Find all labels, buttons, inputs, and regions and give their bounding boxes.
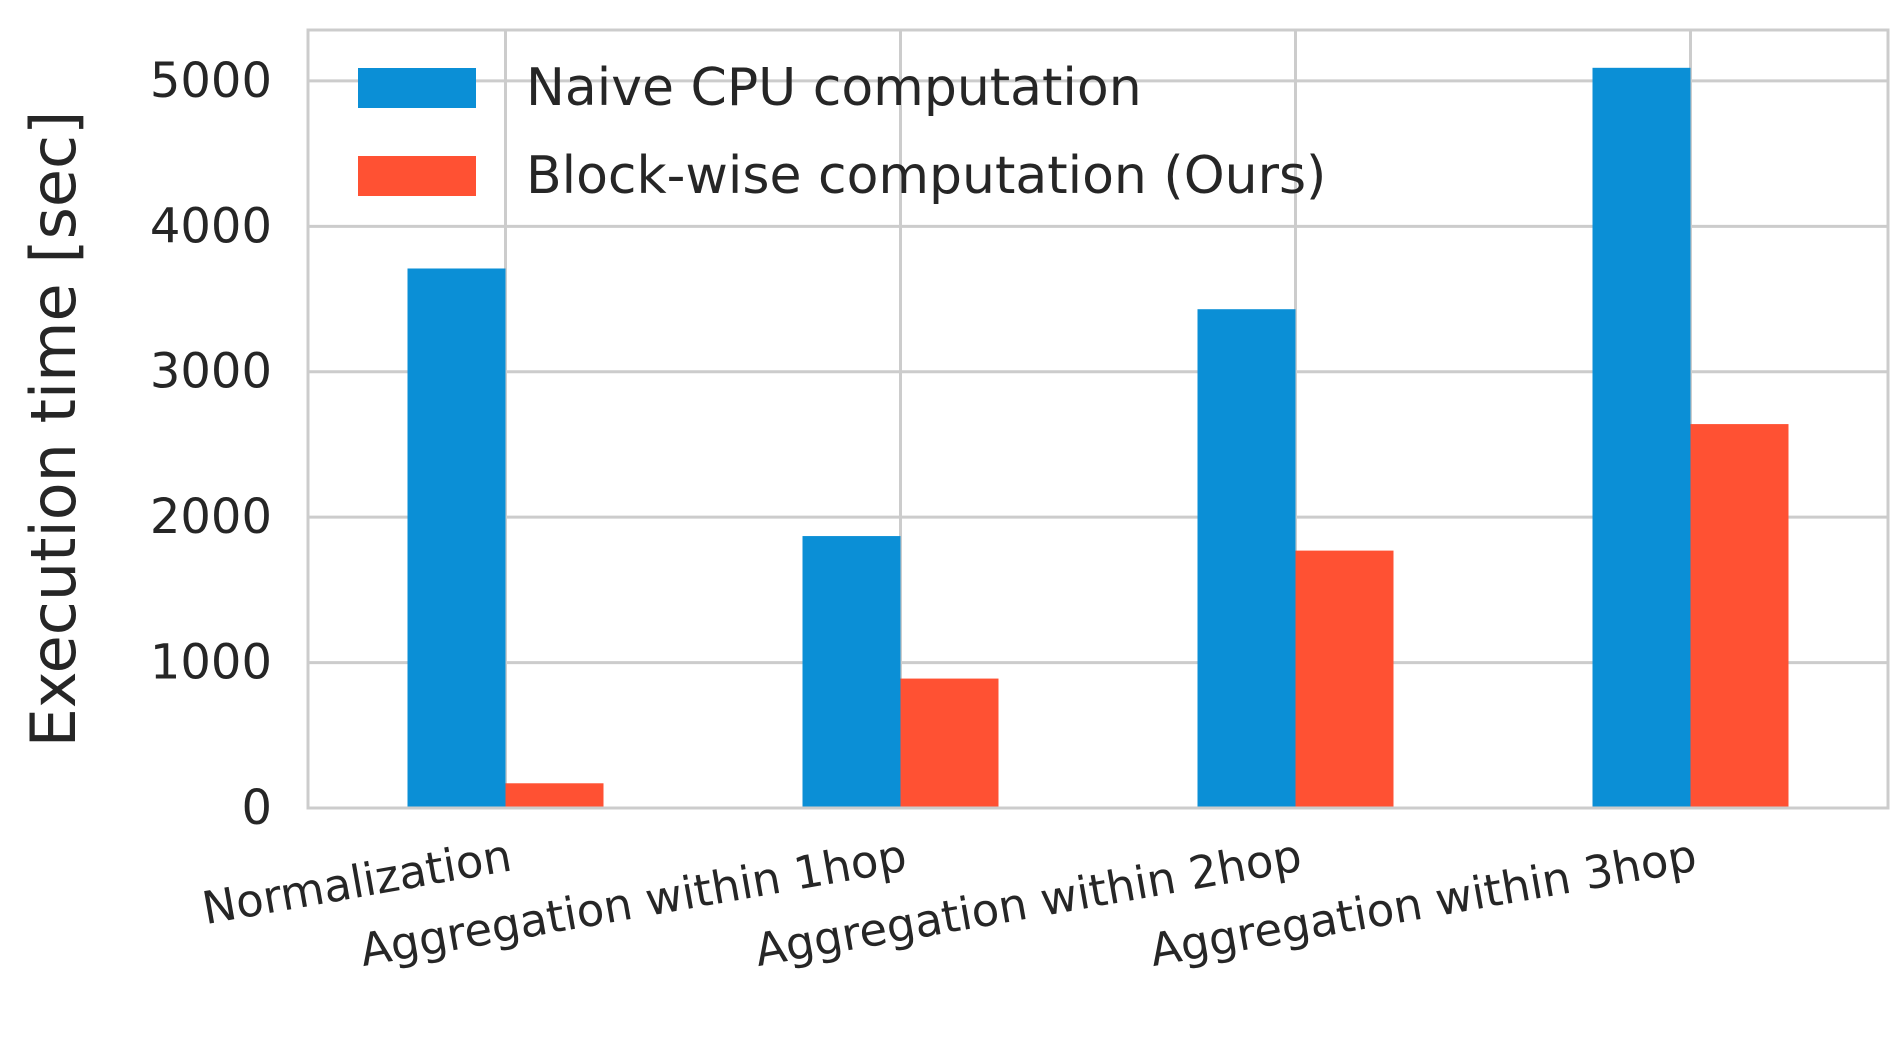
legend-swatch (358, 68, 476, 108)
y-tick-label: 5000 (150, 53, 272, 109)
legend-label: Naive CPU computation (526, 58, 1142, 118)
y-tick-label: 4000 (150, 198, 272, 254)
legend-label: Block-wise computation (Ours) (526, 146, 1326, 206)
y-tick-labels: 0 1000 2000 3000 4000 5000 (150, 53, 272, 836)
y-tick-label: 0 (241, 780, 272, 836)
y-tick-label: 3000 (150, 344, 272, 400)
bar-block-wise-0 (505, 783, 604, 808)
bars (407, 67, 1789, 809)
bar-block-wise-3 (1690, 424, 1789, 808)
bar-block-wise-1 (900, 678, 999, 808)
legend: Naive CPU computation Block-wise computat… (358, 58, 1326, 206)
bar-naive-cpu-3 (1592, 67, 1691, 809)
y-axis-label: Execution time [sec] (17, 111, 90, 748)
plot-frame (306, 28, 1890, 810)
bar-naive-cpu-0 (407, 268, 506, 808)
legend-swatch (358, 156, 476, 196)
y-tick-label: 2000 (150, 489, 272, 545)
bar-block-wise-2 (1295, 550, 1394, 808)
y-tick-label: 1000 (150, 635, 272, 691)
bar-naive-cpu-2 (1197, 309, 1296, 808)
bar-naive-cpu-1 (802, 536, 901, 808)
